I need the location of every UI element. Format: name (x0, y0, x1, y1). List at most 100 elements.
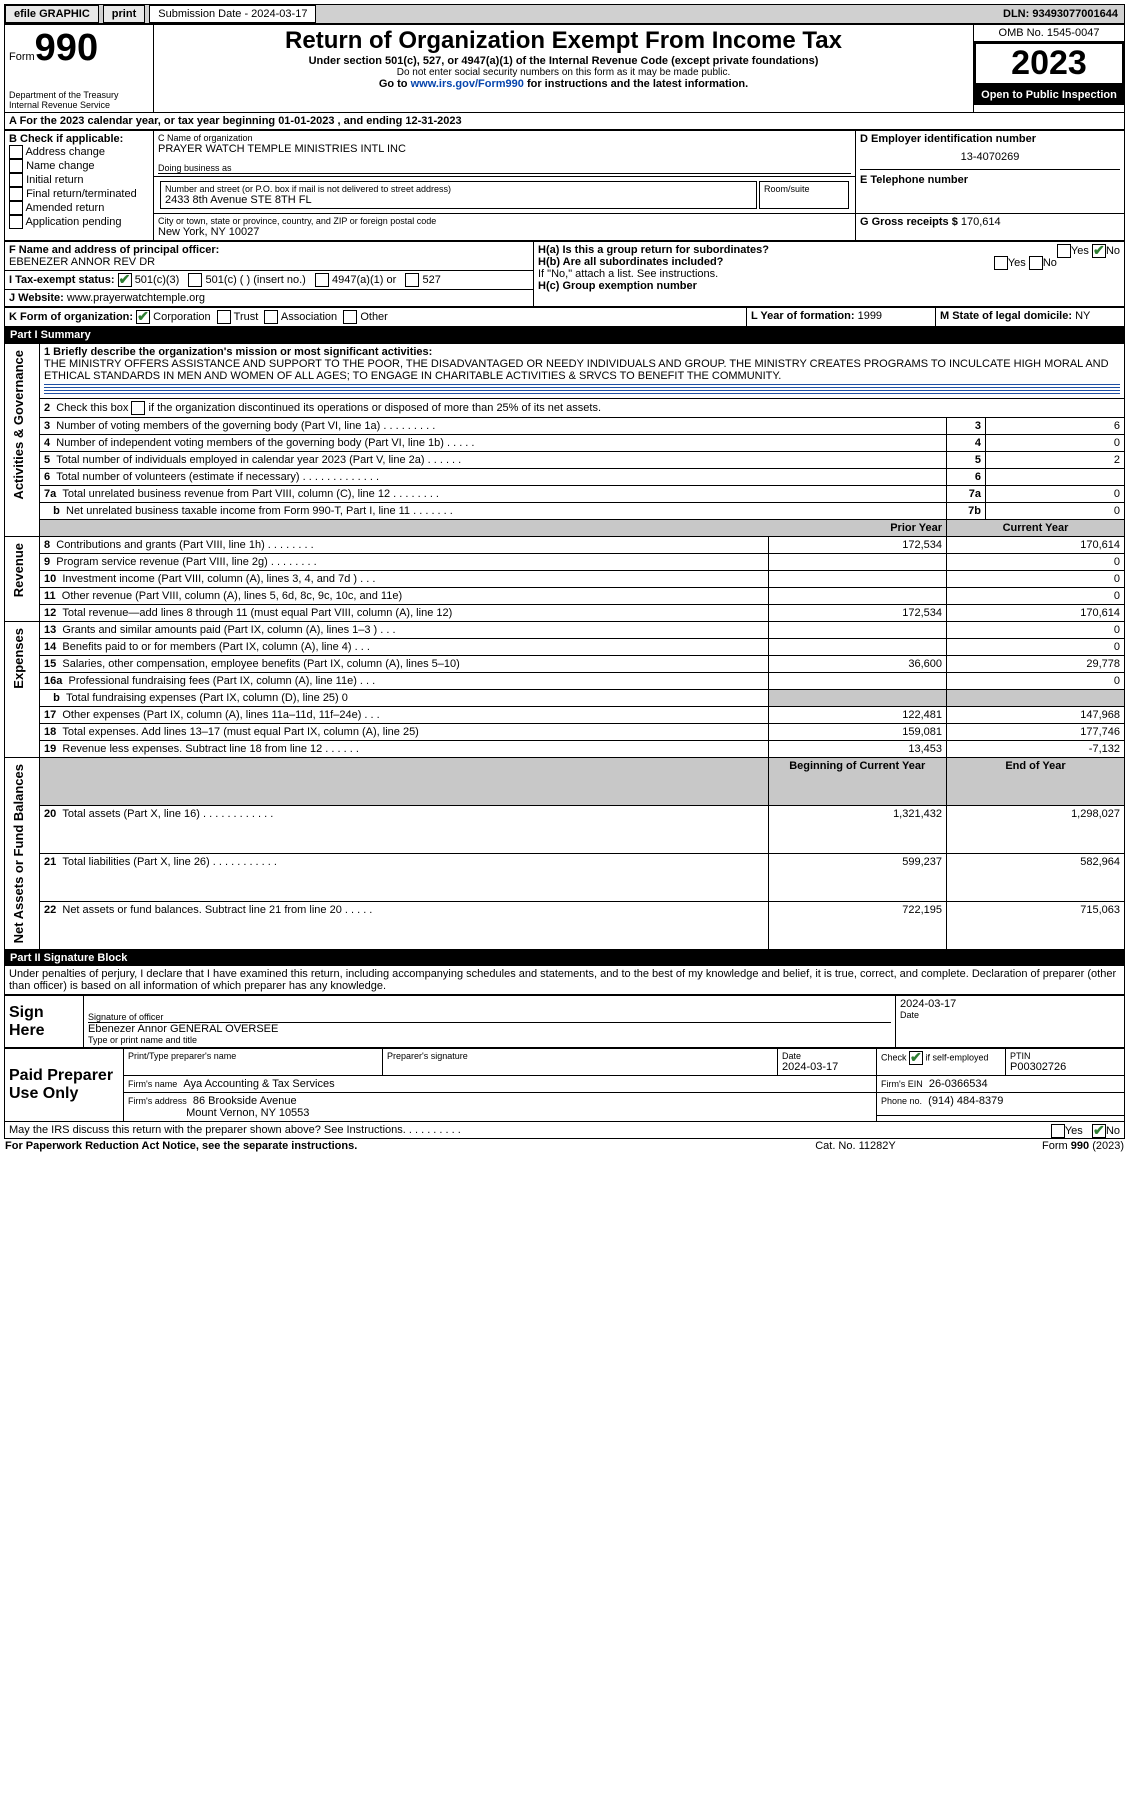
check-4947a1[interactable] (315, 273, 329, 287)
section-governance-label: Activities & Governance (9, 346, 28, 504)
dept-treasury: Department of the Treasury Internal Reve… (9, 90, 149, 110)
part-2-header: Part II Signature Block (4, 950, 1125, 966)
officer-label: F Name and address of principal officer: (9, 244, 529, 256)
gross-receipts-label: G Gross receipts $ (860, 216, 958, 228)
firm-phone: (914) 484-8379 (928, 1095, 1003, 1107)
ein-label: D Employer identification number (860, 133, 1120, 145)
check-name-change[interactable] (9, 159, 23, 173)
city-label: City or town, state or province, country… (158, 216, 851, 226)
section-b-label: B Check if applicable: (9, 133, 149, 145)
gov-row: b Net unrelated business taxable income … (5, 503, 1125, 520)
org-name-label: C Name of organization (158, 133, 851, 143)
state-domicile-value: NY (1075, 310, 1090, 322)
check-hb-no[interactable] (1029, 256, 1043, 270)
line-a-tax-year: A For the 2023 calendar year, or tax yea… (4, 113, 1125, 130)
form-title: Return of Organization Exempt From Incom… (158, 27, 969, 55)
sign-here-label: Sign Here (5, 996, 84, 1048)
prep-date-label: Date (782, 1051, 872, 1061)
org-name: PRAYER WATCH TEMPLE MINISTRIES INTL INC (158, 143, 851, 155)
print-button[interactable]: print (103, 5, 145, 23)
check-application-pending[interactable] (9, 215, 23, 229)
hdr-prior-year: Prior Year (768, 520, 947, 537)
prep-name-label: Print/Type preparer's name (128, 1051, 378, 1061)
section-revenue-label: Revenue (9, 539, 28, 601)
sig-type-label: Type or print name and title (88, 1035, 891, 1045)
officer-group-table: F Name and address of principal officer:… (4, 241, 1125, 307)
ptin-label: PTIN (1010, 1051, 1120, 1061)
firm-ein: 26-0366534 (929, 1078, 988, 1090)
discuss-line: May the IRS discuss this return with the… (4, 1122, 1125, 1139)
efile-button[interactable]: efile GRAPHIC (5, 5, 99, 23)
line-1-label: 1 Briefly describe the organization's mi… (44, 346, 1120, 358)
open-public-badge: Open to Public Inspection (974, 85, 1124, 105)
check-discuss-yes[interactable] (1051, 1124, 1065, 1138)
hdr-end-year: End of Year (947, 758, 1125, 806)
firm-addr2: Mount Vernon, NY 10553 (186, 1107, 309, 1119)
firm-ein-label: Firm's EIN (881, 1079, 923, 1089)
section-expenses-label: Expenses (9, 624, 28, 693)
part-1-header: Part I Summary (4, 327, 1125, 343)
prep-date: 2024-03-17 (782, 1061, 872, 1073)
check-other[interactable] (343, 310, 357, 324)
website-label: J Website: (9, 292, 64, 304)
gov-row: 3 Number of voting members of the govern… (5, 418, 1125, 435)
footer-pra: For Paperwork Reduction Act Notice, see … (4, 1139, 767, 1153)
submission-date: Submission Date - 2024-03-17 (149, 5, 316, 23)
check-ha-no[interactable] (1092, 244, 1106, 258)
mission-text: THE MINISTRY OFFERS ASSISTANCE AND SUPPO… (44, 358, 1120, 382)
check-corp[interactable] (136, 310, 150, 324)
gov-row: 6 Total number of volunteers (estimate i… (5, 469, 1125, 486)
check-final-return[interactable] (9, 187, 23, 201)
check-amended-return[interactable] (9, 201, 23, 215)
line-2: 2 Check this box if the organization dis… (40, 399, 1125, 418)
hc-question: H(c) Group exemption number (538, 280, 1120, 292)
dba-label: Doing business as (158, 163, 851, 174)
part-1-table: Activities & Governance 1 Briefly descri… (4, 343, 1125, 950)
firm-phone-label: Phone no. (881, 1096, 922, 1106)
footer-form: Form 990 (2023) (944, 1139, 1125, 1153)
gov-row: 7a Total unrelated business revenue from… (5, 486, 1125, 503)
check-discuss-no[interactable] (1092, 1124, 1106, 1138)
sig-date-label: Date (900, 1010, 1120, 1020)
top-bar: efile GRAPHIC print Submission Date - 20… (4, 4, 1125, 24)
check-assoc[interactable] (264, 310, 278, 324)
check-hb-yes[interactable] (994, 256, 1008, 270)
gross-receipts-value: 170,614 (961, 216, 1001, 228)
subtitle-2: Do not enter social security numbers on … (158, 67, 969, 78)
header-table: Form990 Department of the Treasury Inter… (4, 24, 1125, 113)
check-ha-yes[interactable] (1057, 244, 1071, 258)
check-501c3[interactable] (118, 273, 132, 287)
prep-sig-label: Preparer's signature (387, 1051, 773, 1061)
footer-cat: Cat. No. 11282Y (767, 1139, 945, 1153)
identity-table: B Check if applicable: Address change Na… (4, 130, 1125, 241)
street-label: Number and street (or P.O. box if mail i… (165, 184, 752, 194)
hb-question: H(b) Are all subordinates included? (538, 256, 723, 268)
firm-name-label: Firm's name (128, 1079, 177, 1089)
form-number: 990 (35, 27, 98, 69)
check-address-change[interactable] (9, 145, 23, 159)
firm-name: Aya Accounting & Tax Services (183, 1078, 334, 1090)
city-value: New York, NY 10027 (158, 226, 851, 238)
room-label: Room/suite (764, 184, 844, 194)
firm-addr-label: Firm's address (128, 1096, 187, 1106)
check-discontinued[interactable] (131, 401, 145, 415)
form-prefix: Form (9, 51, 35, 63)
ein-value: 13-4070269 (860, 145, 1120, 169)
klm-table: K Form of organization: Corporation Trus… (4, 307, 1125, 327)
tax-year: 2023 (974, 42, 1124, 85)
hdr-begin-year: Beginning of Current Year (768, 758, 947, 806)
check-527[interactable] (405, 273, 419, 287)
declaration-text: Under penalties of perjury, I declare th… (4, 966, 1125, 995)
check-self-employed[interactable] (909, 1051, 923, 1065)
instructions-link[interactable]: www.irs.gov/Form990 (411, 78, 524, 90)
gov-row: 4 Number of independent voting members o… (5, 435, 1125, 452)
self-employed: Check if self-employed (877, 1049, 1006, 1076)
check-initial-return[interactable] (9, 173, 23, 187)
phone-label: E Telephone number (860, 169, 1120, 186)
check-501c-other[interactable] (188, 273, 202, 287)
subtitle-3: Go to www.irs.gov/Form990 for instructio… (158, 78, 969, 90)
ha-question: H(a) Is this a group return for subordin… (538, 244, 769, 256)
subtitle-1: Under section 501(c), 527, or 4947(a)(1)… (158, 55, 969, 67)
check-trust[interactable] (217, 310, 231, 324)
ptin-value: P00302726 (1010, 1061, 1120, 1073)
